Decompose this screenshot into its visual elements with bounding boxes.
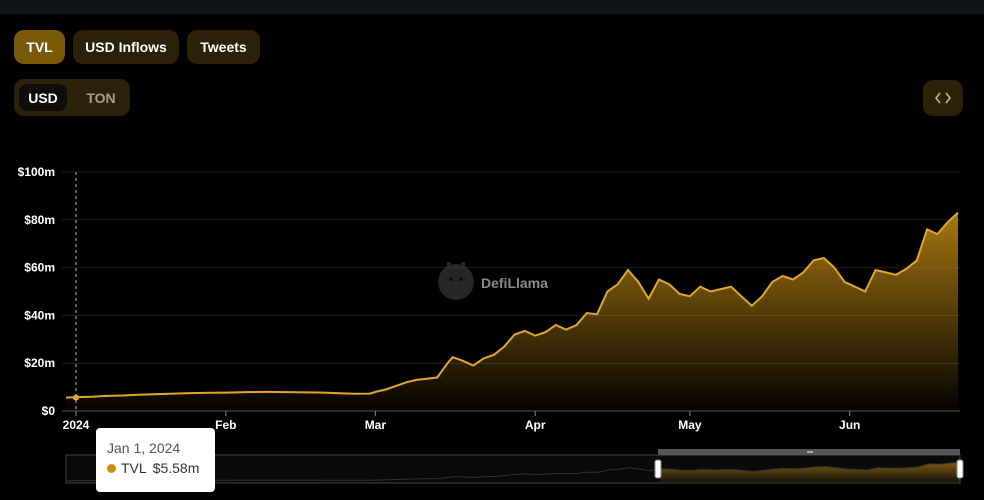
- tab-tweets[interactable]: Tweets: [187, 30, 260, 64]
- range-grip-icon: [807, 451, 813, 453]
- y-tick-label: $60m: [24, 261, 55, 275]
- top-bar: [0, 0, 984, 14]
- defillama-logo-icon: [438, 262, 474, 300]
- x-tick-label: Feb: [215, 418, 236, 432]
- tvl-line: [65, 211, 959, 399]
- tooltip-date: Jan 1, 2024: [107, 440, 181, 456]
- range-preview-line: [65, 461, 961, 482]
- code-brackets-icon: [935, 92, 951, 104]
- range-preview-area: [660, 462, 960, 482]
- denomination-ton[interactable]: TON: [86, 89, 116, 106]
- y-tick-label: $0: [42, 404, 56, 418]
- y-tick-label: $80m: [24, 213, 55, 227]
- tab-usd-inflows[interactable]: USD Inflows: [73, 30, 179, 64]
- tab-tvl[interactable]: TVL: [14, 30, 65, 64]
- series-dot-icon: [107, 463, 116, 473]
- watermark: DefiLlama: [438, 262, 548, 300]
- y-axis: $0 $20m $40m $60m $80m $100m: [18, 165, 56, 418]
- tvl-area: [66, 212, 958, 411]
- tooltip-row: TVL $5.58m: [107, 460, 215, 476]
- tooltip-value: $5.58m: [152, 460, 200, 476]
- x-axis: 2024 Feb Mar Apr May Jun: [63, 411, 860, 432]
- range-selection-bar[interactable]: [658, 449, 960, 455]
- chart-tooltip: Jan 1, 2024 TVL $5.58m: [96, 428, 215, 492]
- x-tick-label: 2024: [63, 418, 90, 432]
- range-handle-left[interactable]: [654, 459, 662, 479]
- x-tick-label: Jun: [839, 418, 860, 432]
- denomination-usd[interactable]: USD: [19, 84, 67, 111]
- hover-point: [73, 394, 79, 401]
- x-tick-label: Apr: [525, 418, 546, 432]
- y-tick-label: $20m: [24, 356, 55, 370]
- tooltip-series: TVL: [121, 460, 147, 476]
- watermark-text: DefiLlama: [481, 275, 548, 291]
- y-tick-label: $100m: [18, 165, 55, 179]
- embed-button[interactable]: [923, 80, 963, 116]
- denomination-toggle: USD TON: [14, 79, 130, 116]
- y-tick-label: $40m: [24, 308, 55, 322]
- range-handle-right[interactable]: [956, 459, 964, 479]
- range-slider[interactable]: [65, 449, 964, 484]
- x-tick-label: May: [678, 418, 702, 432]
- x-tick-label: Mar: [365, 418, 387, 432]
